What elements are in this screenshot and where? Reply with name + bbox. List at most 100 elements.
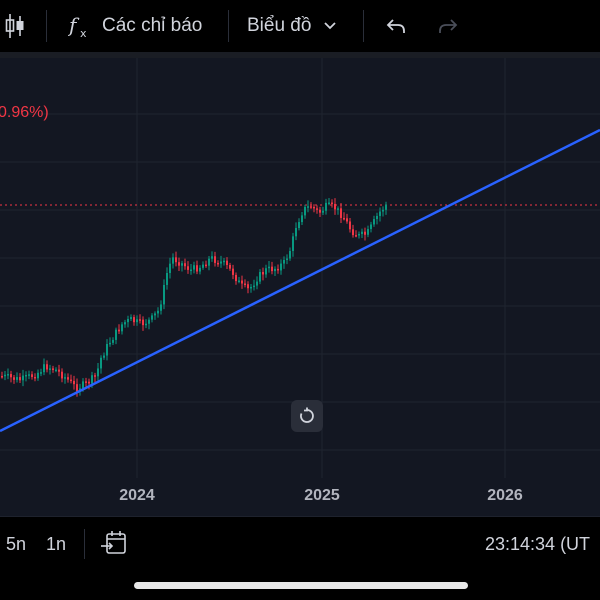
chart-type-dropdown[interactable]: Biểu đồ xyxy=(247,0,337,52)
trendline[interactable] xyxy=(0,128,600,433)
candle-body xyxy=(7,374,9,376)
candle-body xyxy=(280,263,282,271)
candle-body xyxy=(346,218,348,222)
candle-body xyxy=(202,264,204,268)
candle-body xyxy=(151,315,153,320)
bottom-bar: 5n 1n 23:14:34 (UT xyxy=(0,516,600,572)
candle-body xyxy=(106,343,108,356)
candle-body xyxy=(262,272,264,275)
candle-body xyxy=(253,285,255,288)
candle-body xyxy=(373,219,375,225)
candle-body xyxy=(40,372,42,374)
candle-body xyxy=(208,258,210,266)
candle-body xyxy=(298,222,300,229)
candle-body xyxy=(82,381,84,389)
range-1y-button[interactable]: 1n xyxy=(46,534,67,554)
candle-body xyxy=(265,268,267,275)
candle-body xyxy=(367,229,369,235)
candle-body xyxy=(139,319,141,321)
time-axis[interactable]: 2024 2025 2026 xyxy=(0,478,600,516)
candle-body xyxy=(247,284,249,289)
candle-body xyxy=(31,374,33,377)
candle-body xyxy=(52,368,54,371)
candle-body xyxy=(160,304,162,311)
candle-body xyxy=(361,231,363,234)
candle-body xyxy=(118,329,120,332)
candle-body xyxy=(124,322,126,325)
candle-body xyxy=(58,369,60,372)
candle-body xyxy=(217,262,219,265)
candle-body xyxy=(340,208,342,218)
candle-body xyxy=(43,364,45,373)
candle-body xyxy=(190,269,192,272)
candle-body xyxy=(268,266,270,269)
top-toolbar: f x Các chỉ báo Biểu đồ xyxy=(0,0,600,52)
candle-body xyxy=(316,208,318,210)
toolbar-divider-strip xyxy=(0,52,600,58)
candle-body xyxy=(136,319,138,323)
candle-body xyxy=(88,381,90,384)
reset-chart-button[interactable] xyxy=(291,400,323,432)
candle-body xyxy=(169,263,171,273)
undo-button[interactable] xyxy=(384,0,408,52)
candle-body xyxy=(220,261,222,264)
candle-body xyxy=(37,372,39,379)
svg-text:f: f xyxy=(68,13,80,37)
candle-body xyxy=(112,339,114,343)
candle-body xyxy=(232,268,234,275)
candle-body xyxy=(349,221,351,230)
candle-body xyxy=(175,257,177,263)
candle-body xyxy=(94,375,96,377)
candle-body xyxy=(319,209,321,213)
candle-body xyxy=(331,202,333,205)
candle-body xyxy=(289,251,291,259)
candle-body xyxy=(322,210,324,213)
candle-body xyxy=(184,263,186,267)
candle-body xyxy=(115,329,117,340)
candle-body xyxy=(250,286,252,289)
indicators-button[interactable]: f x Các chỉ báo xyxy=(68,0,202,52)
candle-body xyxy=(301,215,303,223)
candle-body xyxy=(25,374,27,377)
reset-icon xyxy=(300,407,314,423)
candle-body xyxy=(241,280,243,284)
price-chart[interactable] xyxy=(0,58,600,516)
redo-button[interactable] xyxy=(436,0,460,52)
candlestick-icon[interactable] xyxy=(4,0,26,52)
candle-body xyxy=(172,257,174,264)
candle-body xyxy=(382,209,384,212)
candle-body xyxy=(337,208,339,210)
candle-body xyxy=(49,368,51,370)
candle-body xyxy=(229,265,231,269)
candle-body xyxy=(145,323,147,326)
candle-body xyxy=(196,265,198,272)
candle-body xyxy=(13,377,15,380)
year-label-2026: 2026 xyxy=(487,487,523,504)
candle-body xyxy=(274,268,276,272)
candle-body xyxy=(226,260,228,266)
candle-body xyxy=(193,265,195,270)
chevron-down-icon xyxy=(324,22,337,30)
candle-body xyxy=(181,263,183,266)
candle-body xyxy=(97,368,99,377)
candle-body xyxy=(334,203,336,210)
candle-body xyxy=(70,379,72,382)
candle-body xyxy=(16,377,18,380)
candle-body xyxy=(85,381,87,383)
go-to-date-button[interactable] xyxy=(100,529,128,562)
range-5y-button[interactable]: 5n xyxy=(6,534,27,554)
indicators-label: Các chỉ báo xyxy=(102,15,203,36)
chart-canvas[interactable] xyxy=(0,58,600,516)
redo-icon xyxy=(439,19,458,33)
candle-body xyxy=(376,215,378,220)
candle-body xyxy=(76,384,78,392)
candle-body xyxy=(154,313,156,316)
candle-body xyxy=(46,364,48,370)
candle-body xyxy=(211,256,213,259)
candle-body xyxy=(352,229,354,236)
function-icon: f x xyxy=(68,13,87,39)
calendar-goto-icon xyxy=(101,531,126,554)
clock-timezone[interactable]: 23:14:34 (UT xyxy=(485,534,591,554)
candle-body xyxy=(313,206,315,209)
candle-body xyxy=(73,380,75,385)
